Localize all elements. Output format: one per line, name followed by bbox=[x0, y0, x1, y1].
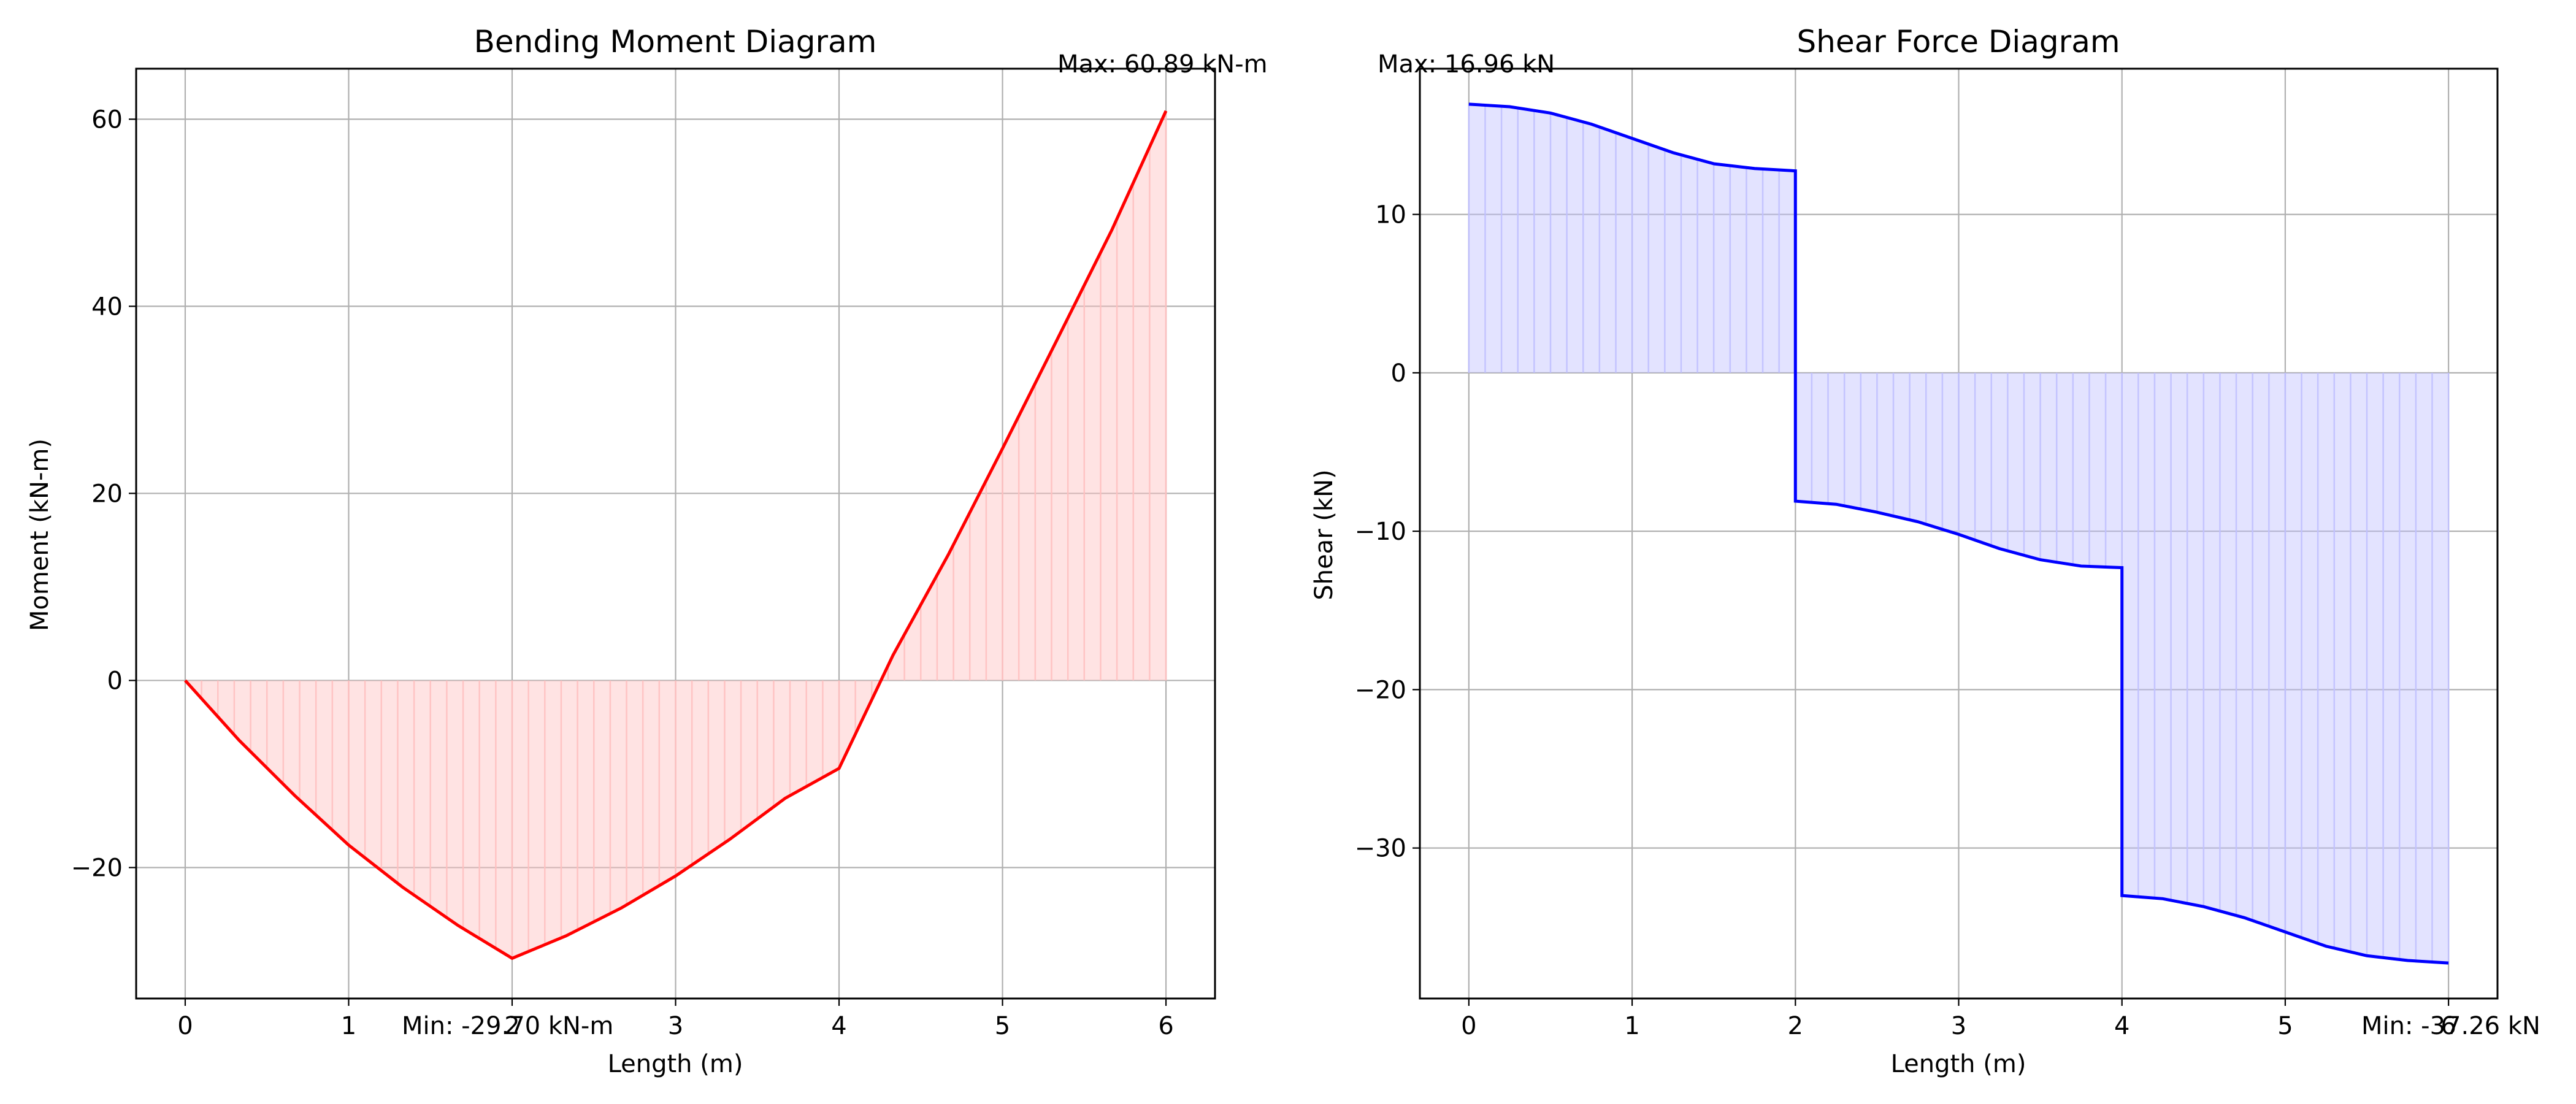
y-axis-label: Shear (kN) bbox=[1310, 469, 1338, 600]
y-tick-label: 0 bbox=[107, 667, 123, 695]
y-tick-label: 20 bbox=[91, 480, 123, 508]
y-tick-label: −20 bbox=[1355, 676, 1406, 704]
x-tick-label: 3 bbox=[668, 1012, 683, 1040]
y-tick-label: 0 bbox=[1391, 359, 1406, 388]
x-tick-label: 1 bbox=[1624, 1012, 1639, 1040]
y-tick-label: −10 bbox=[1355, 518, 1406, 546]
x-tick-label: 5 bbox=[2277, 1012, 2293, 1040]
x-tick-label: 4 bbox=[2114, 1012, 2129, 1040]
y-tick-label: 40 bbox=[91, 293, 123, 321]
plot-layer: 0 1 2 3 4 5 6 −30 −20 −10 0 10 bbox=[1355, 67, 2499, 1040]
y-tick-label: 10 bbox=[1375, 201, 1406, 229]
x-axis-label: Length (m) bbox=[608, 1050, 743, 1078]
x-tick-label: 6 bbox=[2440, 1012, 2456, 1040]
x-tick-label: 6 bbox=[1158, 1012, 1173, 1040]
max-annotation: Max: 60.89 kN-m bbox=[1057, 50, 1268, 79]
chart-title: Bending Moment Diagram bbox=[474, 24, 877, 59]
y-tick-label: −20 bbox=[71, 854, 123, 882]
series-line bbox=[184, 110, 1168, 960]
chart-title: Shear Force Diagram bbox=[1796, 24, 2120, 59]
series-line bbox=[1468, 102, 2449, 965]
max-annotation: Max: 16.96 kN bbox=[1378, 50, 1555, 79]
x-tick-label: 5 bbox=[995, 1012, 1010, 1040]
x-tick-label: 2 bbox=[1788, 1012, 1803, 1040]
x-tick-label: 2 bbox=[504, 1012, 519, 1040]
min-annotation: Min: -37.26 kN bbox=[2361, 1012, 2540, 1040]
plot-layer: 0 1 2 3 4 5 6 −20 0 20 40 60 bbox=[71, 67, 1216, 1040]
x-tick-label: 1 bbox=[341, 1012, 356, 1040]
y-axis-label: Moment (kN-m) bbox=[26, 439, 54, 631]
y-tick-label: −30 bbox=[1355, 835, 1406, 863]
x-tick-label: 0 bbox=[1461, 1012, 1476, 1040]
x-tick-label: 4 bbox=[831, 1012, 846, 1040]
x-tick-label: 0 bbox=[177, 1012, 193, 1040]
y-tick-label: 60 bbox=[91, 105, 123, 134]
x-tick-label: 3 bbox=[1951, 1012, 1966, 1040]
bending-moment-chart: 0 1 2 3 4 5 6 −20 0 20 40 60 Bending Moment Diagram… bbox=[26, 24, 1268, 1078]
x-axis-label: Length (m) bbox=[1891, 1050, 2026, 1078]
min-annotation: Min: -29.70 kN-m bbox=[402, 1012, 613, 1040]
